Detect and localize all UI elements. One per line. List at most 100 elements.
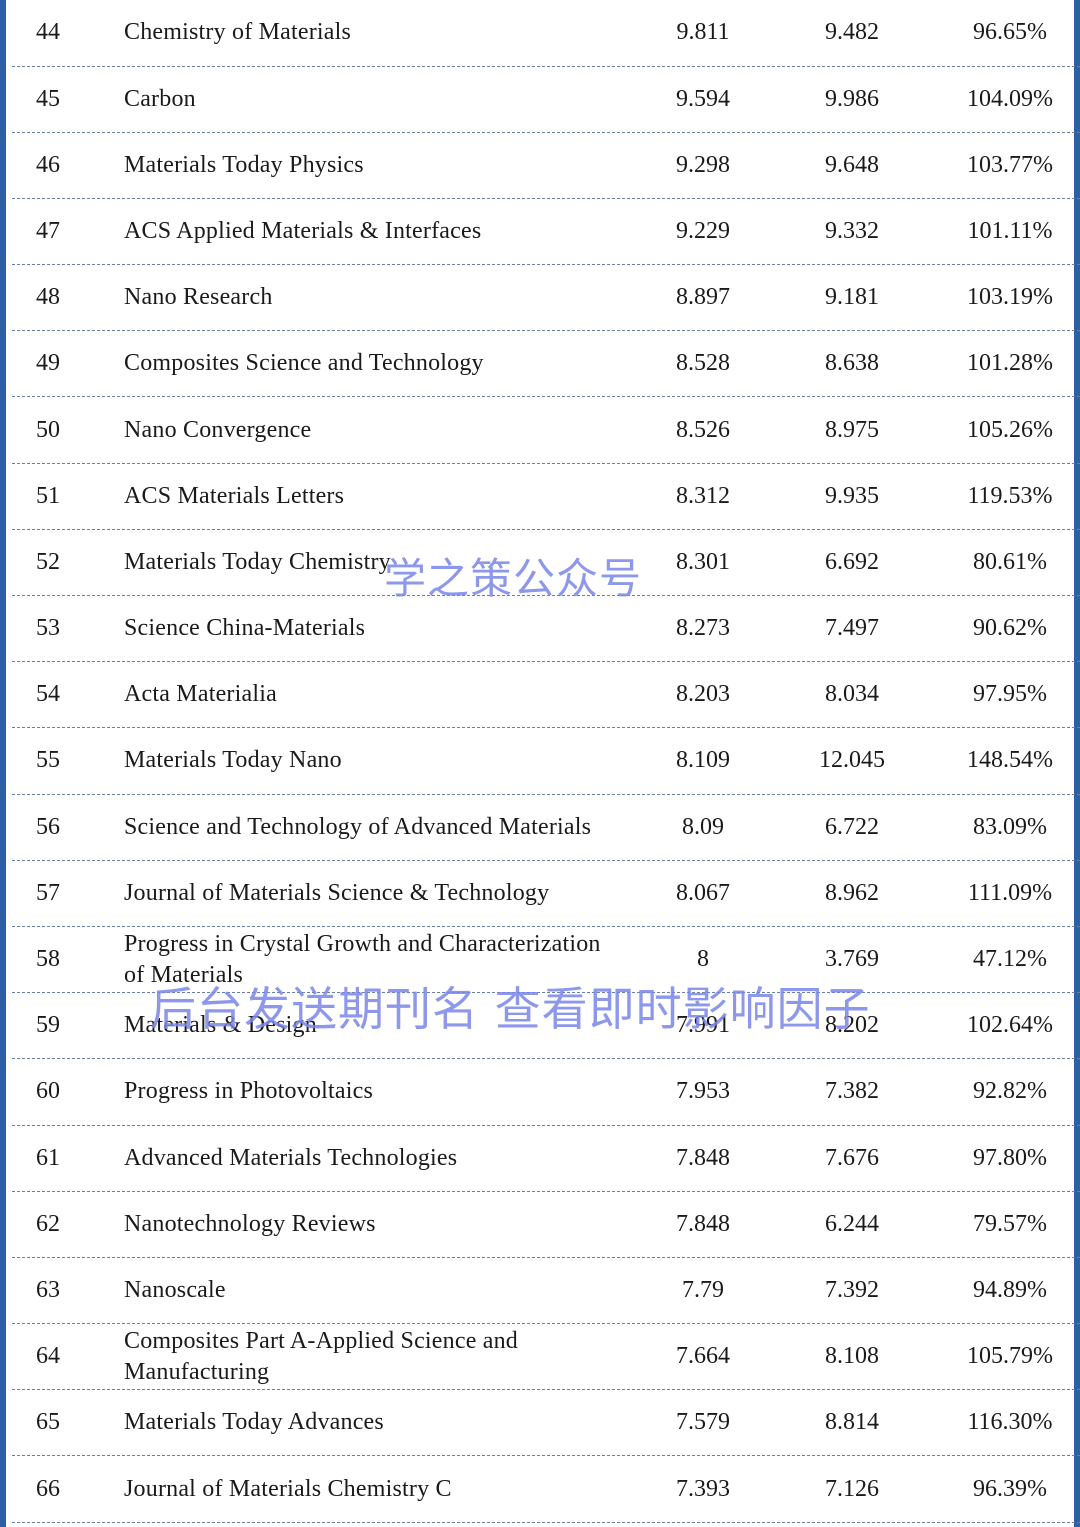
impact-factor-cell: 9.229	[676, 217, 730, 244]
rank-cell: 47	[36, 217, 60, 244]
ratio-cell: 94.89%	[973, 1276, 1047, 1303]
table-row: 64 Composites Part A-Applied Science and …	[12, 1324, 1080, 1391]
impact-factor-cell: 8.301	[676, 548, 730, 575]
impact-factor-cell: 8.109	[676, 747, 730, 774]
realtime-impact-factor-cell: 6.692	[825, 548, 879, 575]
journal-name-cell: Science China-Materials	[124, 615, 366, 642]
realtime-impact-factor-cell: 12.045	[819, 747, 885, 774]
journal-name-cell: ACS Applied Materials & Interfaces	[124, 217, 482, 244]
impact-factor-cell: 8	[697, 946, 709, 973]
impact-factor-cell: 8.312	[676, 482, 730, 509]
impact-factor-cell: 8.09	[682, 813, 724, 840]
ratio-cell: 116.30%	[967, 1409, 1053, 1436]
realtime-impact-factor-cell: 8.034	[825, 681, 879, 708]
rank-cell: 44	[36, 19, 60, 46]
table-row: 49 Composites Science and Technology 8.528…	[12, 331, 1080, 398]
table-row: 56 Science and Technology of Advanced Mat…	[12, 795, 1080, 861]
ratio-cell: 96.65%	[973, 19, 1047, 46]
journal-name-cell: Progress in Photovoltaics	[124, 1078, 373, 1105]
rank-cell: 52	[36, 548, 60, 575]
table-row: 47 ACS Applied Materials & Interfaces 9.22…	[12, 199, 1080, 266]
ratio-cell: 101.28%	[967, 350, 1053, 377]
table-row: 48 Nano Research 8.897 9.181 103.19%	[12, 265, 1080, 332]
impact-factor-cell: 7.664	[676, 1343, 730, 1370]
ratio-cell: 96.39%	[973, 1475, 1047, 1502]
table-row: 65 Materials Today Advances 7.579 8.814 116.…	[12, 1390, 1080, 1457]
impact-factor-cell: 8.526	[676, 416, 730, 443]
ratio-cell: 119.53%	[967, 482, 1053, 509]
ratio-cell: 83.09%	[973, 813, 1047, 840]
journal-name-cell: Progress in Crystal Growth and Character…	[124, 930, 601, 988]
ratio-cell: 97.80%	[973, 1144, 1047, 1171]
table-row: 45 Carbon 9.594 9.986 104.09%	[12, 67, 1080, 133]
realtime-impact-factor-cell: 9.482	[825, 19, 879, 46]
rank-cell: 56	[36, 813, 60, 840]
realtime-impact-factor-cell: 8.962	[825, 879, 879, 906]
impact-factor-cell: 9.298	[676, 151, 730, 178]
ratio-cell: 47.12%	[973, 946, 1047, 973]
rank-cell: 50	[36, 416, 60, 443]
rank-cell: 66	[36, 1475, 60, 1502]
realtime-impact-factor-cell: 8.202	[825, 1012, 879, 1039]
impact-factor-cell: 9.811	[676, 19, 730, 46]
realtime-impact-factor-cell: 8.814	[825, 1409, 879, 1436]
journal-name-cell: Materials Today Advances	[124, 1409, 384, 1436]
rank-cell: 63	[36, 1276, 60, 1303]
realtime-impact-factor-cell: 3.769	[825, 946, 879, 973]
ratio-cell: 80.61%	[973, 548, 1047, 575]
rank-cell: 62	[36, 1210, 60, 1237]
rank-cell: 48	[36, 284, 60, 311]
rank-cell: 60	[36, 1078, 60, 1105]
journal-name-cell: Composites Part A-Applied Science and Ma…	[124, 1327, 519, 1385]
journal-name-cell: Journal of Materials Chemistry C	[124, 1475, 452, 1502]
ratio-cell: 97.95%	[973, 681, 1047, 708]
journal-name-cell: Materials Today Physics	[124, 151, 364, 178]
impact-factor-cell: 8.273	[676, 615, 730, 642]
impact-factor-cell: 8.528	[676, 350, 730, 377]
ratio-cell: 148.54%	[967, 747, 1053, 774]
journal-name-cell: Journal of Materials Science & Technolog…	[124, 879, 550, 906]
rank-cell: 64	[36, 1343, 60, 1370]
journal-name-cell: Nanoscale	[124, 1276, 226, 1303]
journal-name-cell: Materials Today Chemistry	[124, 548, 391, 575]
ratio-cell: 103.77%	[967, 151, 1053, 178]
impact-factor-cell: 7.393	[676, 1475, 730, 1502]
rank-cell: 58	[36, 946, 60, 973]
journal-name-cell: Chemistry of Materials	[124, 19, 352, 46]
table-row: 58 Progress in Crystal Growth and Charact…	[12, 927, 1080, 994]
journal-name-cell: Science and Technology of Advanced Mater…	[124, 813, 592, 840]
table-row: 51 ACS Materials Letters 8.312 9.935 119.53%	[12, 464, 1080, 530]
table-row: 62 Nanotechnology Reviews 7.848 6.244 79.57%	[12, 1192, 1080, 1258]
journal-name-cell: ACS Materials Letters	[124, 482, 345, 509]
table-row: 53 Science China-Materials 8.273 7.497 90.62…	[12, 596, 1080, 663]
realtime-impact-factor-cell: 7.392	[825, 1276, 879, 1303]
realtime-impact-factor-cell: 7.126	[825, 1475, 879, 1502]
rank-cell: 54	[36, 681, 60, 708]
ratio-cell: 101.11%	[967, 217, 1053, 244]
impact-factor-cell: 7.848	[676, 1210, 730, 1237]
journal-name-cell: Carbon	[124, 85, 196, 112]
rank-cell: 59	[36, 1012, 60, 1039]
table-row: 57 Journal of Materials Science & Technol…	[12, 861, 1080, 927]
realtime-impact-factor-cell: 7.497	[825, 615, 879, 642]
realtime-impact-factor-cell: 8.975	[825, 416, 879, 443]
ratio-cell: 102.64%	[967, 1012, 1053, 1039]
journal-name-cell: Nanotechnology Reviews	[124, 1210, 376, 1237]
impact-factor-cell: 8.897	[676, 284, 730, 311]
ratio-cell: 90.62%	[973, 615, 1047, 642]
realtime-impact-factor-cell: 7.676	[825, 1144, 879, 1171]
table-row: 63 Nanoscale 7.79 7.392 94.89%	[12, 1258, 1080, 1325]
rank-cell: 55	[36, 747, 60, 774]
table-row: 54 Acta Materialia 8.203 8.034 97.95%	[12, 662, 1080, 729]
rank-cell: 53	[36, 615, 60, 642]
ratio-cell: 104.09%	[967, 85, 1053, 112]
table-row: 66 Journal of Materials Chemistry C 7.393 7…	[12, 1456, 1080, 1523]
journal-name-cell: Materials Today Nano	[124, 747, 342, 774]
ratio-cell: 105.26%	[967, 416, 1053, 443]
table-row: 46 Materials Today Physics 9.298 9.648 103.7…	[12, 133, 1080, 199]
impact-factor-cell: 7.848	[676, 1144, 730, 1171]
journal-name-cell: Composites Science and Technology	[124, 350, 484, 377]
realtime-impact-factor-cell: 9.986	[825, 85, 879, 112]
realtime-impact-factor-cell: 6.722	[825, 813, 879, 840]
